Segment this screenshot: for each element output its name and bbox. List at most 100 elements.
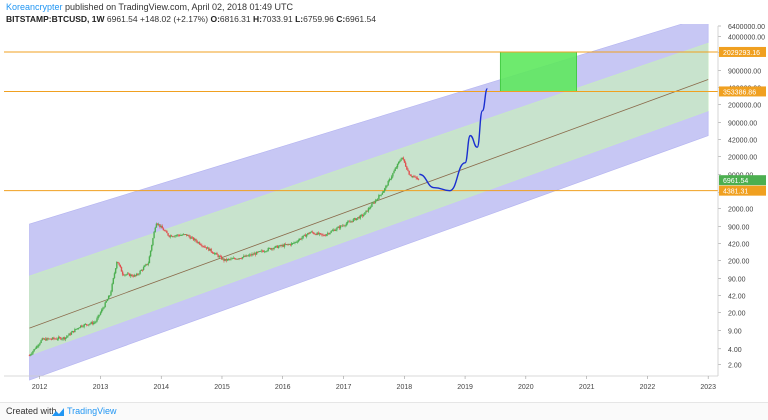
candle — [385, 185, 387, 189]
candle — [353, 218, 356, 220]
candle — [257, 251, 259, 253]
candle — [243, 255, 245, 258]
candle — [286, 244, 288, 245]
candle — [109, 295, 111, 297]
author-link[interactable]: Koreancrypter — [6, 2, 63, 12]
candle — [132, 276, 134, 277]
candle — [31, 353, 33, 355]
symbol-label[interactable]: BITSTAMP:BTCUSD, 1W — [6, 14, 105, 24]
candle — [96, 318, 98, 322]
candle — [91, 322, 94, 324]
candle — [81, 325, 83, 327]
candle — [363, 214, 365, 217]
x-tick-label: 2020 — [518, 384, 534, 391]
candle — [167, 233, 169, 236]
candle — [374, 200, 377, 203]
candle — [151, 245, 153, 251]
candle — [197, 242, 200, 244]
candle — [183, 234, 186, 236]
candle — [73, 331, 75, 333]
candle — [118, 263, 120, 265]
candle — [107, 296, 110, 300]
target-zone — [499, 51, 577, 92]
candle — [71, 331, 74, 333]
x-tick-label: 2016 — [275, 384, 291, 391]
candle — [78, 327, 81, 329]
candle — [202, 246, 204, 247]
high-value: 7033.91 — [262, 14, 293, 24]
current-price-label: 6961.54 — [723, 178, 748, 185]
candle — [264, 251, 266, 253]
candle — [332, 229, 335, 231]
candle — [232, 258, 234, 259]
candle — [368, 208, 371, 209]
candle — [283, 244, 286, 247]
candle — [394, 168, 396, 171]
candle — [250, 254, 252, 256]
publish-info: Koreancrypter published on TradingView.c… — [6, 2, 293, 12]
candle — [316, 232, 318, 235]
chart-area[interactable]: 6400000.004000000.002000000.00900000.004… — [0, 15, 768, 404]
created-with-label: Created with — [6, 406, 57, 416]
candle — [98, 314, 101, 316]
candle — [97, 315, 99, 319]
candle — [308, 233, 310, 234]
candle — [67, 335, 69, 337]
candle — [279, 245, 281, 247]
candle — [340, 225, 343, 227]
candle — [144, 265, 146, 268]
candle — [168, 235, 170, 237]
candle — [265, 251, 267, 253]
candle — [219, 256, 222, 257]
candle — [254, 253, 257, 255]
candle — [63, 337, 66, 340]
candle — [233, 258, 236, 259]
candle — [135, 273, 138, 276]
candle — [38, 344, 40, 347]
candle — [380, 194, 382, 196]
open-label: O: — [210, 14, 220, 24]
candle — [297, 240, 300, 242]
candle — [300, 238, 302, 240]
projection-curve — [419, 87, 489, 192]
candle — [389, 178, 392, 180]
candle — [333, 229, 336, 231]
candle — [414, 176, 416, 178]
candle — [166, 231, 168, 234]
candle — [110, 291, 112, 296]
candle — [212, 252, 215, 254]
candle — [291, 243, 294, 244]
candle — [83, 324, 85, 327]
candle — [324, 235, 327, 237]
candle — [237, 258, 239, 260]
level-badge — [719, 86, 766, 97]
candle — [54, 338, 56, 340]
candle — [174, 235, 176, 237]
candle — [209, 248, 211, 251]
candle — [247, 255, 250, 257]
candle — [36, 346, 39, 348]
x-tick-label: 2017 — [336, 384, 352, 391]
x-tick-label: 2019 — [457, 384, 473, 391]
candle — [272, 248, 274, 250]
y-tick-label: 2000.00 — [728, 206, 753, 213]
candle — [215, 253, 217, 254]
candle — [251, 253, 253, 256]
candle — [119, 264, 122, 268]
candle — [133, 275, 135, 277]
candle — [57, 337, 60, 340]
close-label: C: — [336, 14, 346, 24]
candle — [69, 333, 71, 335]
candle — [302, 235, 304, 238]
candle — [285, 244, 287, 245]
candle — [206, 247, 209, 249]
price-chart[interactable]: 6400000.004000000.002000000.00900000.004… — [0, 15, 768, 404]
tradingview-logo[interactable]: TradingView — [52, 406, 117, 416]
candle — [161, 225, 163, 229]
candle — [262, 251, 265, 253]
candle — [159, 224, 161, 227]
candle — [305, 234, 308, 237]
candle — [210, 248, 212, 252]
candle — [191, 237, 194, 239]
candle — [325, 234, 328, 236]
